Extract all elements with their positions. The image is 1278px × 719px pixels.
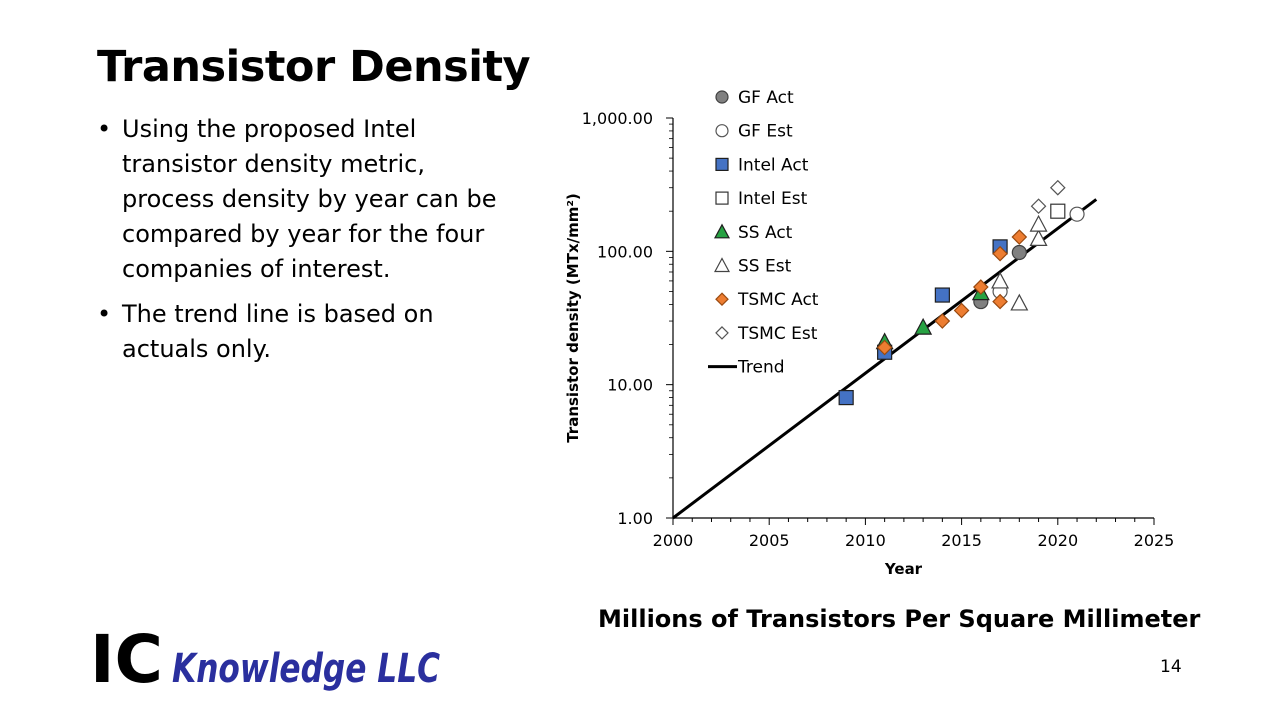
intel-est-point — [1050, 203, 1066, 219]
y-axis-title: Transistor density (MTx/mm²) — [564, 193, 582, 443]
ss-est-point — [991, 271, 1010, 289]
x-tick-label: 2005 — [749, 531, 790, 550]
bullet-list: Using the proposed Intel transistor dens… — [97, 112, 517, 377]
chart-svg: 2000 2005 2010 2015 2020 2025 1.00 10.00 100.00 1… — [564, 88, 1175, 578]
tsmc-est-point — [1030, 198, 1047, 215]
legend-label: SS Est — [738, 257, 792, 277]
logo-ic-text: IC — [90, 621, 163, 695]
tsmc-act-point — [992, 293, 1008, 310]
legend-label: Intel Est — [738, 189, 808, 209]
transistor-density-chart: 2000 2005 2010 2015 2020 2025 1.00 10.00 100.00 1… — [540, 80, 1200, 600]
tsmc-act-point — [972, 279, 989, 295]
x-axis-title: Year — [884, 560, 923, 578]
gf-est-point — [1069, 206, 1085, 222]
y-tick-label: 1,000.00 — [582, 109, 653, 128]
legend-tsmc-act-swatch — [715, 292, 729, 307]
y-tick-label: 10.00 — [607, 376, 653, 395]
legend-ss-act-swatch — [713, 223, 731, 239]
intel-act-point — [838, 389, 854, 406]
legend-label: TSMC Est — [737, 324, 818, 344]
legend-label: Intel Act — [738, 155, 809, 175]
x-tick-label: 2010 — [845, 531, 886, 550]
logo-knowledge-text: Knowledge LLC — [172, 646, 440, 692]
ss-est-point — [1029, 214, 1048, 232]
intel-act-point — [934, 287, 950, 303]
y-tick-label: 1.00 — [617, 509, 653, 528]
legend-gf-act-swatch — [715, 90, 729, 104]
slide-title: Transistor Density — [97, 42, 531, 92]
legend-label: SS Act — [738, 223, 793, 243]
legend-label: GF Est — [738, 122, 793, 142]
legend-ss-est-swatch — [713, 257, 731, 273]
bullet-item: The trend line is based on actuals only. — [97, 297, 517, 367]
company-logo: IC Knowledge LLC — [90, 621, 440, 695]
ss-est-point — [1010, 293, 1029, 311]
chart-caption: Millions of Transistors Per Square Milli… — [598, 605, 1201, 633]
tsmc-act-point — [953, 302, 970, 319]
tsmc-act-point — [934, 313, 951, 329]
legend-intel-act-swatch — [715, 157, 729, 172]
x-tick-label: 2020 — [1037, 531, 1078, 550]
page-number: 14 — [1160, 657, 1182, 677]
x-tick-label: 2015 — [941, 531, 982, 550]
legend-label: TSMC Act — [737, 290, 819, 310]
x-tick-label: 2000 — [653, 531, 694, 550]
ss-est-point — [1029, 229, 1048, 247]
legend-label: Trend — [737, 358, 785, 378]
tsmc-act-point — [876, 339, 893, 356]
gf-act-point — [1011, 244, 1027, 261]
legend-tsmc-est-swatch — [715, 326, 729, 340]
y-tick-label: 100.00 — [597, 242, 653, 261]
legend-gf-est-swatch — [715, 124, 729, 138]
ss-act-point — [914, 317, 933, 335]
tsmc-act-point — [992, 245, 1008, 262]
tsmc-act-point — [1011, 229, 1028, 245]
legend-label: GF Act — [738, 88, 794, 108]
legend-intel-est-swatch — [715, 191, 729, 205]
bullet-item: Using the proposed Intel transistor dens… — [97, 112, 517, 287]
tsmc-est-point — [1049, 179, 1066, 196]
x-tick-label: 2025 — [1134, 531, 1175, 550]
